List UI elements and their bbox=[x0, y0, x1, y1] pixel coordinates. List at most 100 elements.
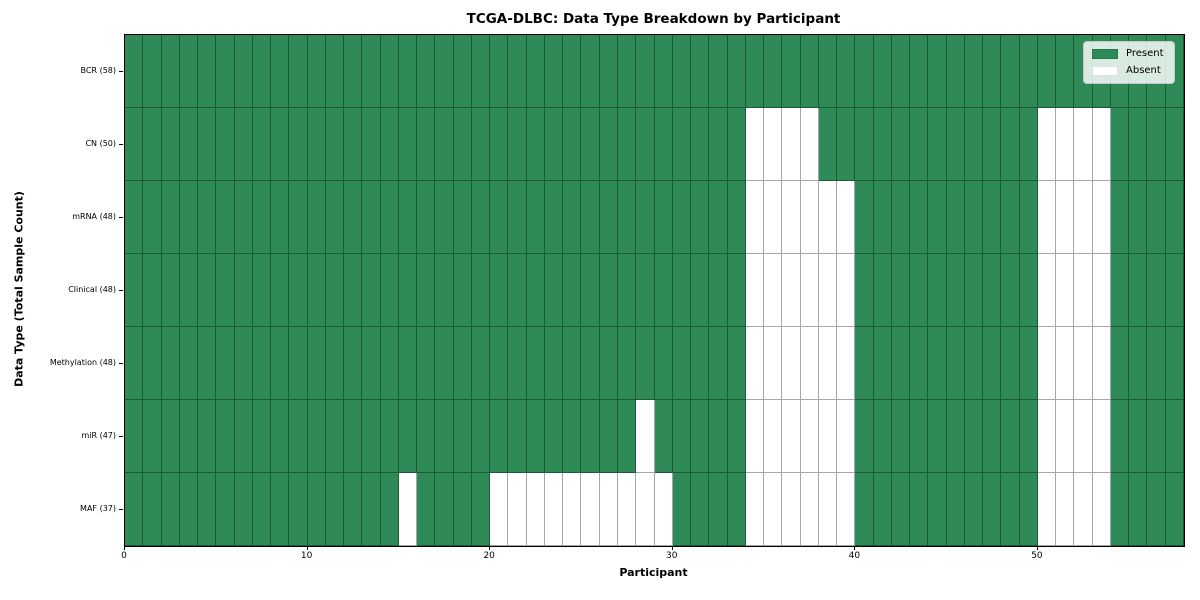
heatmap-cell bbox=[617, 108, 637, 181]
heatmap-cell bbox=[782, 254, 801, 327]
x-tick-mark bbox=[1036, 546, 1038, 550]
heatmap-cell bbox=[617, 181, 637, 254]
heatmap-cell bbox=[526, 473, 545, 546]
heatmap-cell bbox=[636, 400, 655, 473]
heatmap-cell bbox=[1147, 108, 1166, 181]
heatmap-cell bbox=[910, 181, 929, 254]
heatmap-cell bbox=[362, 473, 381, 546]
heatmap-cell bbox=[1110, 327, 1130, 400]
y-tick-label: Methylation (48) bbox=[49, 357, 116, 367]
heatmap-cell bbox=[198, 35, 217, 108]
y-tick-label: Clinical (48) bbox=[68, 284, 116, 294]
y-tick-mark bbox=[119, 70, 123, 72]
heatmap-cell bbox=[508, 108, 527, 181]
heatmap-cell bbox=[526, 327, 545, 400]
heatmap-cell bbox=[672, 400, 692, 473]
heatmap-cell bbox=[271, 181, 290, 254]
heatmap-cell bbox=[599, 254, 618, 327]
heatmap-cell bbox=[143, 400, 162, 473]
heatmap-cell bbox=[234, 108, 253, 181]
heatmap-cell bbox=[563, 181, 582, 254]
heatmap-cell bbox=[617, 254, 637, 327]
heatmap-cell bbox=[928, 108, 947, 181]
heatmap-cell bbox=[946, 327, 965, 400]
heatmap-cell bbox=[179, 108, 199, 181]
heatmap-cell bbox=[161, 254, 180, 327]
x-tick-mark bbox=[306, 546, 308, 550]
y-tick-mark bbox=[119, 216, 123, 218]
heatmap-cell bbox=[672, 35, 692, 108]
heatmap-cell bbox=[289, 400, 308, 473]
heatmap-cell bbox=[983, 254, 1002, 327]
heatmap-cell bbox=[417, 327, 436, 400]
heatmap-cell bbox=[636, 181, 655, 254]
heatmap-cell bbox=[362, 400, 381, 473]
x-tick-mark bbox=[671, 546, 673, 550]
heatmap-cell bbox=[325, 108, 345, 181]
heatmap-cell bbox=[1001, 108, 1020, 181]
heatmap-cell bbox=[1001, 327, 1020, 400]
heatmap-cell bbox=[179, 400, 199, 473]
heatmap-cell bbox=[891, 400, 911, 473]
heatmap-cell bbox=[599, 35, 618, 108]
heatmap-cell bbox=[745, 327, 765, 400]
heatmap-cell bbox=[508, 473, 527, 546]
heatmap-cell bbox=[818, 35, 838, 108]
heatmap-cell bbox=[782, 181, 801, 254]
heatmap-cell bbox=[910, 400, 929, 473]
heatmap-cell bbox=[636, 254, 655, 327]
heatmap-cell bbox=[1147, 327, 1166, 400]
y-tick-label: MAF (37) bbox=[80, 503, 116, 513]
heatmap-cell bbox=[1110, 473, 1130, 546]
heatmap-cell bbox=[325, 35, 345, 108]
heatmap-cell bbox=[198, 108, 217, 181]
heatmap-cell bbox=[398, 35, 418, 108]
heatmap-cell bbox=[617, 327, 637, 400]
heatmap-cell bbox=[800, 35, 819, 108]
heatmap-cell bbox=[837, 181, 856, 254]
heatmap-cell bbox=[1092, 327, 1111, 400]
heatmap-cell bbox=[691, 473, 710, 546]
heatmap-cell bbox=[1165, 181, 1184, 254]
heatmap-cell bbox=[1129, 473, 1148, 546]
heatmap-cell bbox=[344, 181, 363, 254]
heatmap-cell bbox=[490, 400, 509, 473]
heatmap-cell bbox=[1001, 35, 1020, 108]
heatmap-cell bbox=[800, 327, 819, 400]
y-tick-mark bbox=[119, 289, 123, 291]
heatmap-cell bbox=[252, 108, 272, 181]
heatmap-cell bbox=[161, 181, 180, 254]
heatmap-cell bbox=[544, 327, 564, 400]
heatmap-cell bbox=[216, 327, 235, 400]
heatmap-cell bbox=[891, 254, 911, 327]
y-tick-mark bbox=[119, 362, 123, 364]
heatmap-cell bbox=[307, 35, 326, 108]
heatmap-cell bbox=[325, 254, 345, 327]
heatmap-cell bbox=[745, 400, 765, 473]
heatmap-cell bbox=[654, 254, 673, 327]
x-tick-label: 50 bbox=[1031, 551, 1043, 561]
heatmap-cell bbox=[398, 254, 418, 327]
heatmap-cell bbox=[417, 254, 436, 327]
heatmap-cell bbox=[508, 327, 527, 400]
legend-item-present: Present bbox=[1092, 48, 1164, 60]
heatmap-cell bbox=[179, 473, 199, 546]
x-tick-mark bbox=[489, 546, 491, 550]
legend-swatch-absent-icon bbox=[1092, 66, 1118, 76]
heatmap-cell bbox=[800, 254, 819, 327]
heatmap-cell bbox=[727, 35, 746, 108]
heatmap-cell bbox=[380, 400, 399, 473]
heatmap-cell bbox=[1037, 35, 1057, 108]
heatmap-cell bbox=[709, 35, 728, 108]
heatmap-cell bbox=[307, 327, 326, 400]
heatmap-cell bbox=[271, 35, 290, 108]
heatmap-cell bbox=[1019, 254, 1038, 327]
heatmap-cell bbox=[691, 327, 710, 400]
heatmap-cell bbox=[1056, 181, 1075, 254]
heatmap-cell bbox=[544, 400, 564, 473]
heatmap-cell bbox=[289, 254, 308, 327]
heatmap-cell bbox=[544, 35, 564, 108]
heatmap-cell bbox=[855, 108, 874, 181]
heatmap-cell bbox=[928, 181, 947, 254]
heatmap-cell bbox=[234, 254, 253, 327]
